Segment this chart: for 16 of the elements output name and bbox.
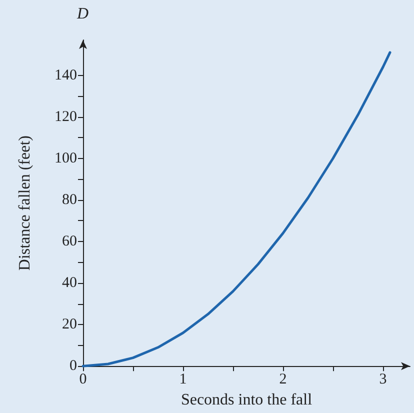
y-tick-label: 20 — [62, 316, 77, 333]
y-tick-label: 120 — [54, 108, 77, 125]
y-tick-label: 60 — [62, 233, 77, 250]
line-series — [82, 51, 392, 368]
x-tick-label: 1 — [179, 372, 187, 388]
y-tick-label: 140 — [54, 67, 77, 84]
x-axis-title: Seconds into the fall — [180, 392, 313, 408]
x-tick-label: 3 — [379, 372, 387, 388]
y-axis-title: Distance fallen (feet) — [16, 136, 34, 271]
text: D — [76, 6, 89, 22]
x-tick-label: 0 — [79, 372, 87, 388]
y-tick-label: 80 — [62, 192, 77, 208]
y-tick-label: 100 — [54, 150, 77, 166]
x-tick-label: 2 — [279, 372, 287, 388]
y-tick-label: 0 — [70, 358, 77, 374]
y-tick-label: 40 — [62, 275, 77, 292]
